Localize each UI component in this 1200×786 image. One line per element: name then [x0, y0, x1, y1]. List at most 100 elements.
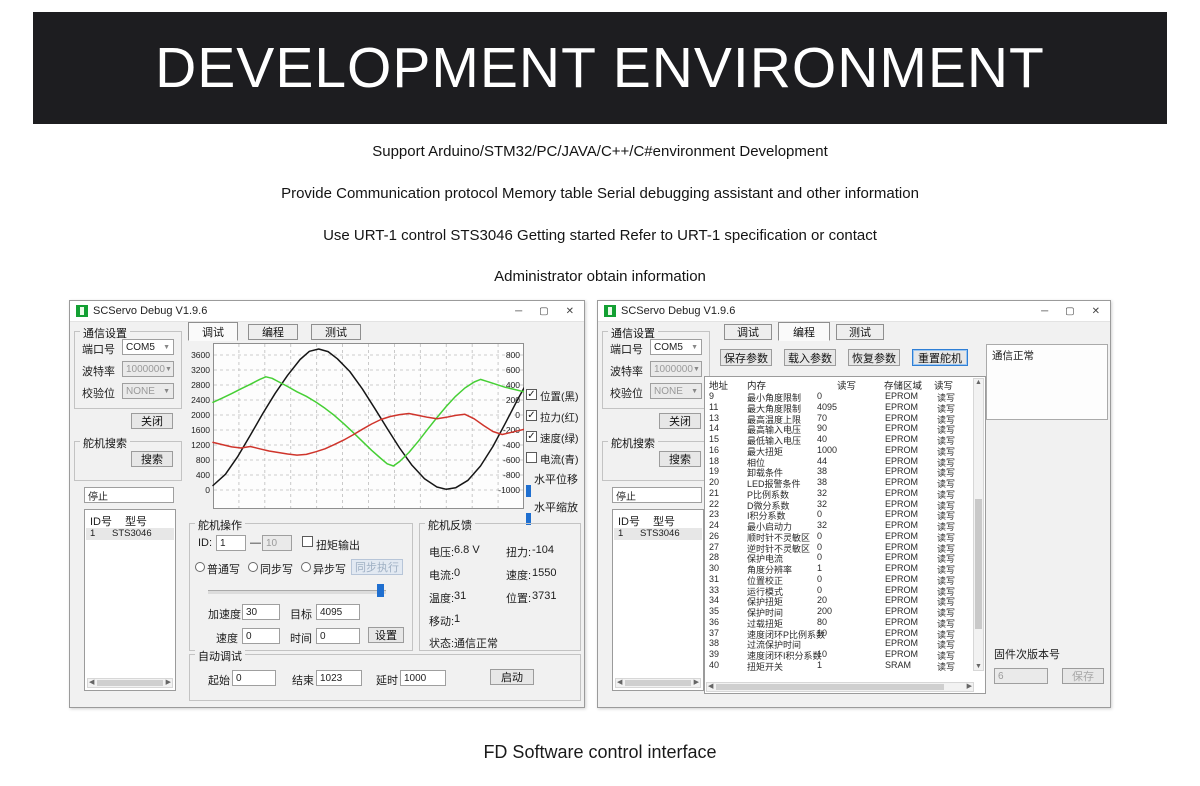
goal-input[interactable]: 4095 [316, 604, 360, 620]
horizontal-scrollbar[interactable]: ◀ ▶ [87, 678, 173, 688]
table-row[interactable]: 28 保护电流 0 EPROM 读写 [705, 552, 971, 564]
scroll-left-icon[interactable]: ◀ [617, 679, 623, 686]
table-row[interactable]: 15 最低输入电压 40 EPROM 读写 [705, 434, 971, 446]
search-button[interactable]: 搜索 [131, 451, 173, 467]
tab-debug[interactable]: 调试 [188, 322, 238, 341]
servo-id-list[interactable]: ID号 型号 1 STS3046 ◀ ▶ [612, 509, 704, 691]
table-row[interactable]: 19 卸载条件 38 EPROM 读写 [705, 466, 971, 478]
table-row[interactable]: 21 P比例系数 32 EPROM 读写 [705, 488, 971, 500]
write-sync-radio[interactable] [248, 562, 258, 572]
scroll-up-icon[interactable]: ▲ [975, 379, 982, 386]
maximize-icon[interactable]: ▢ [539, 305, 549, 317]
table-row[interactable]: 18 相位 44 EPROM 读写 [705, 456, 971, 468]
firmware-save-button[interactable]: 保存 [1062, 668, 1104, 684]
port-select[interactable]: COM5 ▼ [650, 339, 702, 355]
titlebar[interactable]: SCServo Debug V1.9.6 ─ ▢ ✕ [70, 301, 584, 322]
run-button[interactable]: 启动 [490, 669, 534, 685]
restore-params-button[interactable]: 恢复参数 [848, 349, 900, 366]
delay-input[interactable]: 1000 [400, 670, 446, 686]
table-row[interactable]: 16 最大扭矩 1000 EPROM 读写 [705, 445, 971, 457]
load-params-button[interactable]: 载入参数 [784, 349, 836, 366]
table-row[interactable]: 38 过流保护时间 EPROM 读写 [705, 638, 971, 650]
parity-select[interactable]: NONE ▼ [122, 383, 174, 399]
table-row[interactable]: 39 速度闭环I积分系数 10 EPROM 读写 [705, 649, 971, 661]
table-row[interactable]: 24 最小启动力 32 EPROM 读写 [705, 520, 971, 532]
stop-field[interactable]: 停止 [612, 487, 702, 503]
id-input[interactable]: 1 [216, 535, 246, 551]
table-row[interactable]: 20 LED报警条件 38 EPROM 读写 [705, 477, 971, 489]
horizontal-scrollbar[interactable]: ◀ ▶ [615, 678, 701, 688]
baud-select[interactable]: 1000000 ▼ [650, 361, 702, 377]
baud-select[interactable]: 1000000 ▼ [122, 361, 174, 377]
close-icon[interactable]: ✕ [565, 305, 574, 317]
table-row[interactable]: 11 最大角度限制 4095 EPROM 读写 [705, 402, 971, 414]
tab-test[interactable]: 测试 [311, 324, 361, 340]
scroll-left-icon[interactable]: ◀ [89, 679, 95, 686]
table-row[interactable]: 34 保护扭矩 20 EPROM 读写 [705, 595, 971, 607]
close-icon[interactable]: ✕ [1091, 305, 1100, 317]
start-input[interactable]: 0 [232, 670, 276, 686]
id-max-input[interactable]: 10 [262, 535, 292, 551]
table-row[interactable]: 14 最高输入电压 90 EPROM 读写 [705, 423, 971, 435]
table-row[interactable]: 22 D微分系数 32 EPROM 读写 [705, 499, 971, 511]
search-button[interactable]: 搜索 [659, 451, 701, 467]
table-row[interactable]: 23 I积分系数 0 EPROM 读写 [705, 509, 971, 521]
tab-program[interactable]: 编程 [778, 322, 830, 341]
torque-output-checkbox[interactable] [302, 536, 313, 547]
table-row[interactable]: 31 位置校正 0 EPROM 读写 [705, 573, 971, 586]
speed-input[interactable]: 0 [242, 628, 280, 644]
position-slider-track[interactable] [208, 590, 386, 594]
end-input[interactable]: 1023 [316, 670, 362, 686]
close-port-button[interactable]: 关闭 [659, 413, 701, 429]
toggle-speed-checkbox[interactable]: ✓ [526, 431, 537, 442]
minimize-icon[interactable]: ─ [515, 305, 523, 317]
table-row[interactable]: 33 运行模式 0 EPROM 读写 [705, 585, 971, 597]
scroll-left-icon[interactable]: ◀ [708, 683, 714, 690]
time-input[interactable]: 0 [316, 628, 360, 644]
table-row[interactable]: 36 过载扭矩 80 EPROM 读写 [705, 617, 971, 629]
titlebar[interactable]: SCServo Debug V1.9.6 ─ ▢ ✕ [598, 301, 1110, 322]
position-slider-handle[interactable] [377, 584, 384, 597]
port-select[interactable]: COM5 ▼ [122, 339, 174, 355]
table-row[interactable]: 30 角度分辨率 1 EPROM 读写 [705, 563, 971, 575]
reset-servo-button[interactable]: 重置舵机 [912, 349, 968, 366]
accel-input[interactable]: 30 [242, 604, 280, 620]
table-cell: 31 [709, 573, 720, 584]
tab-debug[interactable]: 调试 [724, 324, 772, 340]
write-normal-radio[interactable] [195, 562, 205, 572]
parity-select[interactable]: NONE ▼ [650, 383, 702, 399]
toggle-torque-checkbox[interactable]: ✓ [526, 410, 537, 421]
table-row[interactable]: 27 逆时针不灵敏区 0 EPROM 读写 [705, 542, 971, 554]
list-item[interactable]: 1 STS3046 [86, 528, 174, 540]
table-row[interactable]: 26 顺时针不灵敏区 0 EPROM 读写 [705, 531, 971, 543]
toggle-current-checkbox[interactable] [526, 452, 537, 463]
servo-id-list[interactable]: ID号 型号 1 STS3046 ◀ ▶ [84, 509, 176, 691]
close-port-button[interactable]: 关闭 [131, 413, 173, 429]
table-row[interactable]: 40 扭矩开关 1 SRAM 读写 [705, 660, 971, 672]
scroll-down-icon[interactable]: ▼ [975, 663, 982, 670]
toggle-position-checkbox[interactable]: ✓ [526, 389, 537, 400]
minimize-icon[interactable]: ─ [1041, 305, 1049, 317]
write-async-radio[interactable] [301, 562, 311, 572]
tab-program[interactable]: 编程 [248, 324, 298, 340]
tab-test[interactable]: 测试 [836, 324, 884, 340]
horizontal-scrollbar[interactable]: ◀ ▶ [706, 682, 974, 692]
table-row[interactable]: 9 最小角度限制 0 EPROM 读写 [705, 391, 971, 403]
scroll-right-icon[interactable]: ▶ [693, 679, 699, 686]
scroll-right-icon[interactable]: ▶ [165, 679, 171, 686]
firmware-version-input[interactable]: 6 [994, 668, 1048, 684]
stop-field[interactable]: 停止 [84, 487, 174, 503]
save-params-button[interactable]: 保存参数 [720, 349, 772, 366]
sync-exec-button[interactable]: 同步执行 [351, 559, 403, 575]
vertical-scrollbar[interactable]: ▲ ▼ [973, 378, 984, 671]
set-button[interactable]: 设置 [368, 627, 404, 643]
table-cell: 读写 [937, 446, 956, 457]
table-row[interactable]: 35 保护时间 200 EPROM 读写 [705, 606, 971, 618]
table-row[interactable]: 37 速度闭环P比例系数 10 EPROM 读写 [705, 628, 971, 640]
list-item[interactable]: 1 STS3046 [614, 528, 702, 540]
maximize-icon[interactable]: ▢ [1065, 305, 1075, 317]
scroll-right-icon[interactable]: ▶ [966, 683, 972, 690]
h-pan-slider[interactable] [526, 485, 531, 497]
table-row[interactable]: 13 最高温度上限 70 EPROM 读写 [705, 413, 971, 425]
h-zoom-slider[interactable] [526, 513, 531, 525]
